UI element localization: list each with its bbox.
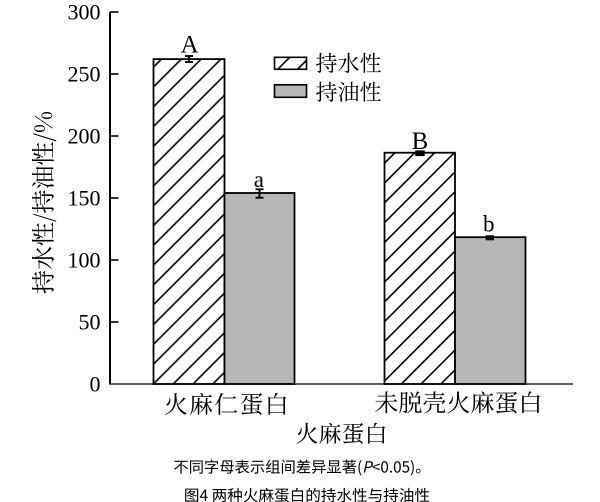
svg-text:300: 300	[68, 0, 101, 25]
svg-text:200: 200	[68, 124, 101, 149]
svg-text:150: 150	[68, 186, 101, 211]
svg-text:0: 0	[90, 372, 101, 397]
svg-text:250: 250	[68, 62, 101, 87]
svg-text:b: b	[483, 212, 495, 237]
svg-text:100: 100	[68, 248, 101, 273]
svg-text:a: a	[254, 167, 264, 192]
svg-text:50: 50	[79, 310, 101, 335]
svg-text:A: A	[181, 32, 199, 59]
svg-text:B: B	[412, 128, 429, 155]
